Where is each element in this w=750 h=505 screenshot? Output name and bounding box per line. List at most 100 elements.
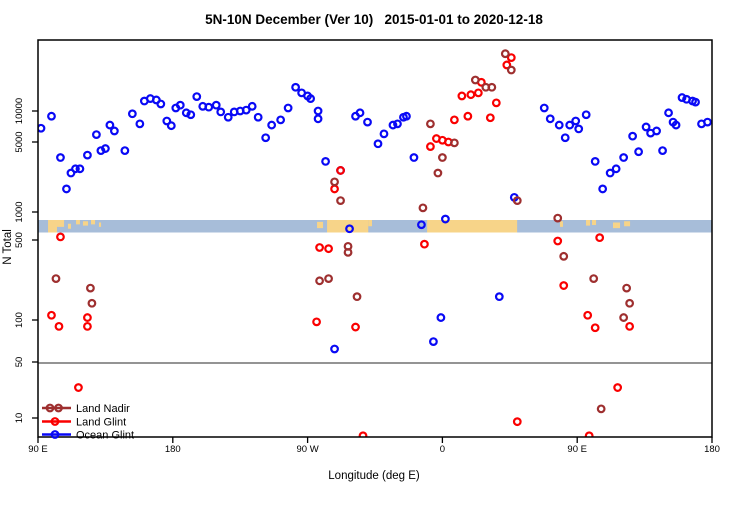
data-point	[596, 404, 606, 414]
data-point	[83, 150, 92, 160]
x-tick-label: 180	[704, 444, 720, 455]
data-point	[247, 101, 257, 111]
x-tick-label: 0	[440, 444, 445, 455]
data-point	[127, 109, 137, 119]
data-point	[634, 147, 644, 157]
legend: Land Nadir Land Glint Ocean Glint	[42, 403, 134, 442]
map-band-ocean	[38, 220, 712, 233]
plot-border	[37, 39, 713, 438]
data-point	[420, 239, 429, 249]
map-band-land-segment	[76, 220, 80, 225]
data-point	[545, 114, 555, 124]
x-tick-label: 180	[165, 444, 181, 455]
data-point	[253, 112, 263, 122]
legend-marker-icon	[50, 430, 60, 439]
data-point	[433, 168, 443, 178]
data-point	[426, 119, 435, 129]
data-point	[619, 313, 629, 322]
latitude-map-band	[38, 220, 712, 233]
data-point	[560, 133, 570, 143]
data-point	[312, 317, 321, 327]
data-point	[56, 232, 65, 242]
data-point	[418, 203, 428, 213]
data-point	[598, 184, 608, 194]
data-point	[466, 90, 476, 100]
data-point	[330, 184, 339, 194]
data-point	[373, 139, 383, 149]
map-band-land-segment	[592, 220, 597, 225]
data-point	[324, 274, 333, 283]
y-tick-label: 500	[14, 232, 25, 248]
data-point	[463, 111, 473, 121]
data-point	[379, 129, 389, 139]
x-tick-label: 90 E	[28, 444, 48, 455]
data-point	[47, 310, 56, 320]
data-point	[56, 153, 65, 162]
data-point	[315, 276, 324, 286]
data-point	[491, 98, 501, 108]
data-point	[336, 166, 345, 175]
data-point	[313, 106, 323, 116]
series-land-nadir	[51, 49, 635, 414]
map-band-land-segment	[368, 220, 373, 227]
data-point	[211, 100, 221, 110]
map-band-land-segment	[67, 223, 71, 229]
map-band-land-segment	[612, 222, 621, 229]
data-point	[664, 108, 673, 118]
data-point	[539, 103, 549, 113]
legend-marker-icon	[45, 403, 55, 413]
data-point	[429, 337, 438, 347]
data-point	[358, 431, 368, 437]
legend-marker-icon	[54, 403, 63, 413]
data-point	[352, 292, 362, 302]
data-point	[363, 117, 372, 127]
data-point	[574, 124, 584, 134]
legend-item-ocean-glint: Ocean Glint	[42, 430, 134, 442]
data-point	[192, 92, 202, 101]
data-point	[267, 120, 277, 130]
map-band-land-segment	[82, 221, 89, 226]
data-point	[677, 93, 687, 102]
map-band-land-segment	[427, 220, 518, 233]
data-point	[166, 121, 176, 131]
y-tick-label: 5000	[14, 131, 25, 152]
data-point	[291, 82, 301, 92]
data-point	[393, 119, 402, 129]
data-point	[613, 383, 623, 392]
legend-item-land-nadir: Land Nadir	[42, 403, 130, 415]
legend-label-land-nadir: Land Nadir	[76, 403, 130, 415]
data-point	[671, 120, 681, 130]
data-point	[276, 115, 286, 125]
data-point	[625, 298, 635, 308]
data-point	[38, 123, 46, 133]
map-band-land-segment	[48, 220, 58, 233]
data-point	[619, 153, 629, 162]
data-point	[625, 321, 635, 331]
data-point	[512, 417, 522, 427]
data-point	[457, 91, 467, 101]
data-point	[438, 153, 447, 162]
data-point	[75, 164, 85, 174]
data-point	[351, 322, 360, 332]
data-point	[473, 88, 483, 98]
data-point	[703, 117, 712, 127]
legend-item-land-glint: Land Glint	[42, 417, 126, 429]
data-point	[71, 164, 80, 174]
data-point	[436, 313, 446, 322]
axes-ticks: 10 50 100 500 1000 5000 10000 90 E 180 90 W 0 90 E 1…	[14, 98, 720, 455]
data-point	[100, 144, 110, 153]
legend-label-ocean-glint: Ocean Glint	[76, 430, 134, 442]
data-point	[502, 60, 512, 70]
data-point	[559, 281, 569, 290]
data-point	[622, 283, 632, 293]
data-point	[336, 196, 345, 205]
data-point	[355, 108, 365, 118]
data-point	[590, 323, 600, 333]
data-point	[554, 120, 564, 130]
map-band-land-segment	[317, 221, 324, 229]
data-point	[641, 122, 651, 132]
data-point	[440, 214, 450, 224]
data-point	[590, 157, 600, 166]
data-point	[92, 130, 101, 139]
